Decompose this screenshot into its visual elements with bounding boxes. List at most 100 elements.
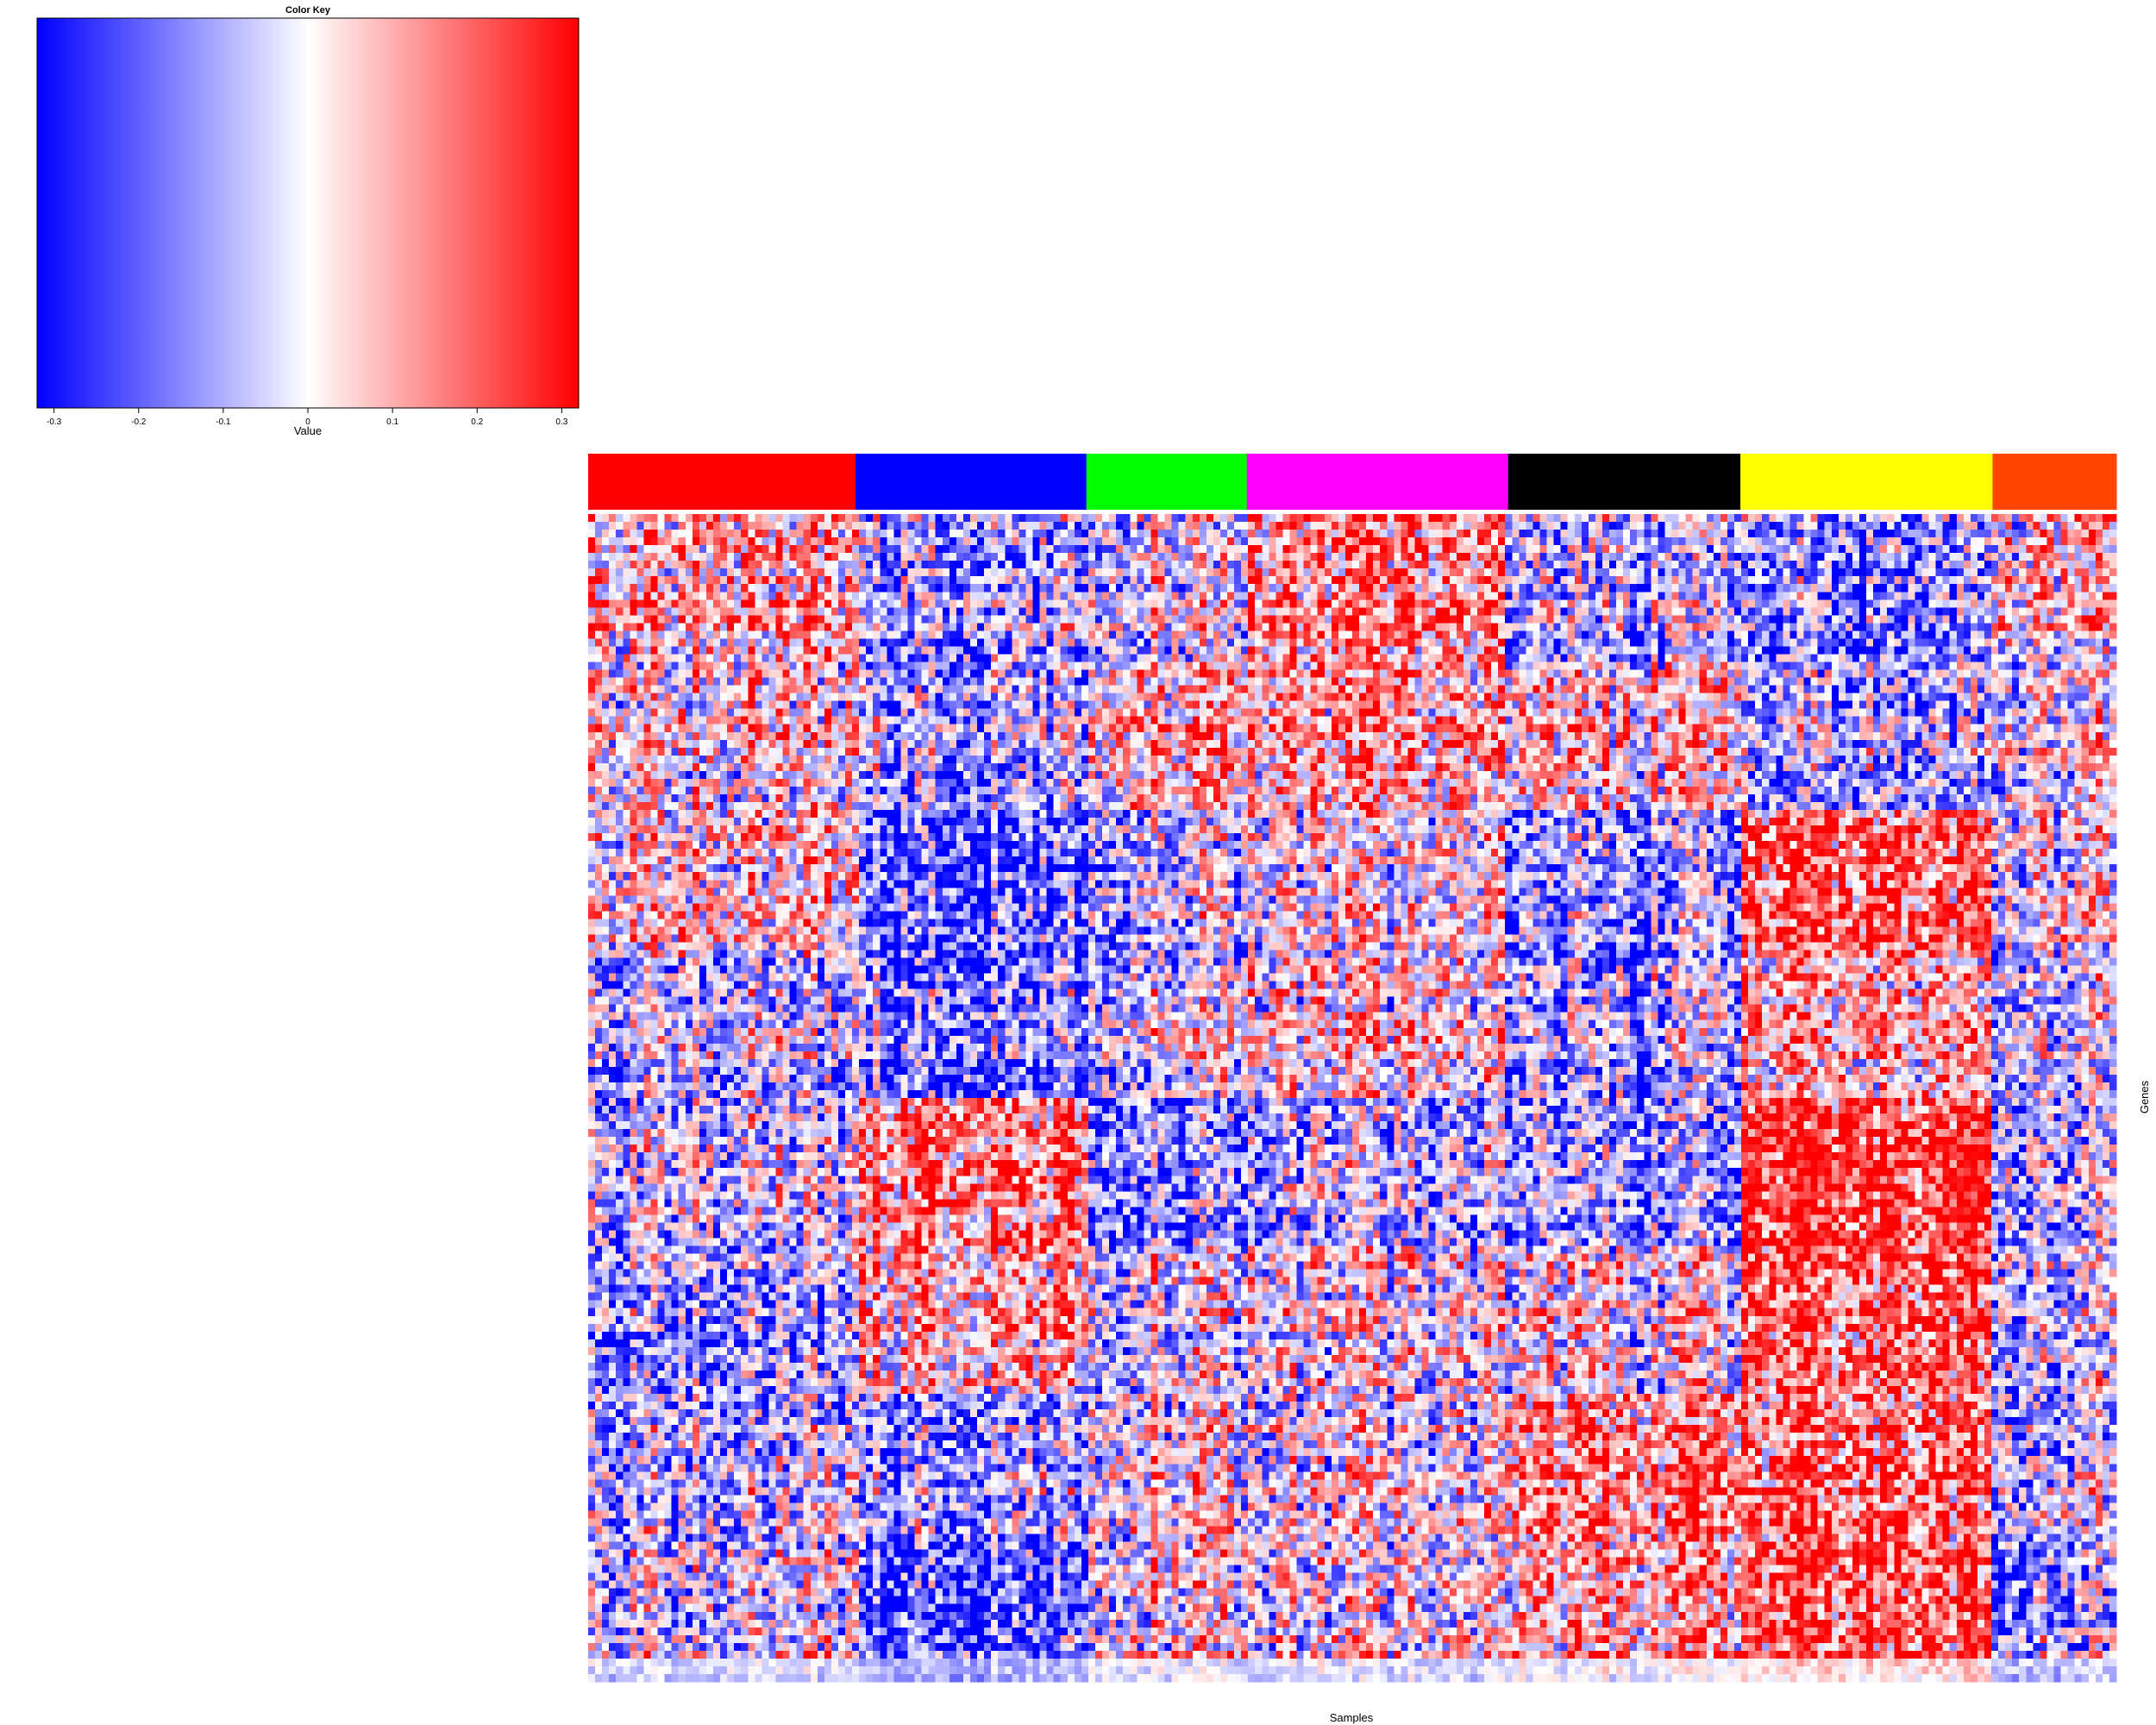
- heatmap-cell: [1762, 592, 1770, 600]
- heatmap-cell: [984, 662, 992, 670]
- heatmap-cell: [921, 685, 930, 694]
- heatmap-cell: [692, 561, 700, 569]
- heatmap-cell: [1734, 599, 1742, 608]
- heatmap-cell: [1269, 607, 1276, 616]
- heatmap-cell: [1449, 623, 1457, 631]
- heatmap-cell: [2088, 677, 2096, 686]
- heatmap-cell: [1317, 677, 1326, 686]
- heatmap-cell: [1150, 584, 1158, 593]
- heatmap-cell: [1574, 561, 1583, 569]
- heatmap-cell: [893, 599, 901, 608]
- heatmap-cell: [1498, 615, 1506, 624]
- heatmap-cell: [1637, 553, 1645, 561]
- heatmap-cell: [2081, 545, 2090, 554]
- heatmap-cell: [705, 553, 714, 561]
- heatmap-cell: [623, 646, 630, 655]
- heatmap-cell: [2088, 568, 2096, 577]
- heatmap-cell: [1894, 576, 1902, 585]
- heatmap-cell: [1601, 561, 1610, 569]
- heatmap-cell: [942, 630, 950, 639]
- heatmap-cell: [1970, 522, 1978, 530]
- heatmap-cell: [1463, 584, 1471, 593]
- heatmap-cell: [775, 537, 783, 546]
- heatmap-cell: [942, 568, 950, 577]
- heatmap-cell: [1227, 638, 1235, 647]
- heatmap-cell: [1651, 638, 1658, 647]
- heatmap-cell: [830, 522, 839, 530]
- heatmap-cell: [1977, 514, 1985, 523]
- heatmap-cell: [1609, 630, 1617, 639]
- heatmap-cell: [970, 685, 978, 694]
- heatmap-cell: [1484, 584, 1492, 593]
- heatmap-cell: [705, 599, 714, 608]
- heatmap-cell: [768, 568, 776, 577]
- heatmap-cell: [1991, 677, 1999, 686]
- heatmap-cell: [1331, 623, 1339, 631]
- heatmap-cell: [866, 662, 874, 670]
- heatmap-cell: [2109, 599, 2117, 608]
- heatmap-cell: [588, 576, 596, 585]
- heatmap-cell: [1282, 615, 1290, 624]
- heatmap-cell: [1915, 646, 1922, 655]
- heatmap-cell: [1275, 646, 1283, 655]
- heatmap-cell: [1296, 568, 1305, 577]
- heatmap-cell: [2095, 530, 2103, 538]
- heatmap-cell: [712, 607, 721, 616]
- heatmap-cell: [2005, 638, 2013, 647]
- heatmap-cell: [970, 561, 978, 569]
- heatmap-cell: [1915, 545, 1922, 554]
- heatmap-cell: [1858, 662, 1867, 670]
- heatmap-cell: [1769, 584, 1777, 593]
- heatmap-cell: [1873, 530, 1881, 538]
- heatmap-cell: [907, 623, 915, 631]
- heatmap-cell: [1998, 677, 2006, 686]
- heatmap-cell: [1553, 630, 1562, 639]
- heatmap-cell: [595, 615, 603, 624]
- heatmap-cell: [1241, 576, 1249, 585]
- heatmap-cell: [1741, 662, 1749, 670]
- heatmap-cell: [837, 669, 846, 678]
- heatmap-cell: [1810, 599, 1819, 608]
- heatmap-cell: [1012, 545, 1019, 554]
- heatmap-cell: [1866, 599, 1874, 608]
- heatmap-cell: [1970, 568, 1978, 577]
- heatmap-cell: [657, 685, 665, 694]
- heatmap-cell: [2040, 677, 2047, 686]
- heatmap-cell: [1137, 530, 1144, 538]
- heatmap-cell: [956, 685, 964, 694]
- heatmap-cell: [2019, 576, 2027, 585]
- heatmap-cell: [1581, 638, 1589, 647]
- color-key-tick-label: 0.1: [386, 417, 398, 427]
- heatmap-cell: [1512, 530, 1520, 538]
- heatmap-cell: [775, 677, 783, 686]
- heatmap-cell: [650, 654, 658, 662]
- heatmap-cell: [748, 607, 755, 616]
- heatmap-cell: [1219, 537, 1228, 546]
- heatmap-cell: [1289, 561, 1297, 569]
- heatmap-cell: [977, 545, 985, 554]
- heatmap-cell: [1880, 592, 1888, 600]
- heatmap-cell: [817, 584, 825, 593]
- heatmap-cell: [775, 685, 783, 694]
- heatmap-cell: [1609, 623, 1617, 631]
- heatmap-cell: [1831, 576, 1839, 585]
- heatmap-cell: [1275, 545, 1283, 554]
- heatmap-cell: [720, 545, 728, 554]
- heatmap-cell: [1553, 646, 1562, 655]
- heatmap-cell: [1908, 545, 1915, 554]
- heatmap-cell: [712, 654, 721, 662]
- heatmap-cell: [1984, 568, 1992, 577]
- heatmap-cell: [1324, 537, 1332, 546]
- heatmap-cell: [588, 522, 596, 530]
- heatmap-cell: [1199, 654, 1207, 662]
- heatmap-cell: [949, 599, 957, 608]
- heatmap-cell: [595, 545, 603, 554]
- heatmap-cell: [1887, 568, 1895, 577]
- heatmap-cell: [1685, 576, 1694, 585]
- heatmap-cell: [1866, 654, 1874, 662]
- heatmap-cell: [2074, 623, 2083, 631]
- heatmap-cell: [852, 638, 860, 647]
- heatmap-cell: [1338, 685, 1346, 694]
- heatmap-cell: [2088, 630, 2096, 639]
- heatmap-cell: [1831, 561, 1839, 569]
